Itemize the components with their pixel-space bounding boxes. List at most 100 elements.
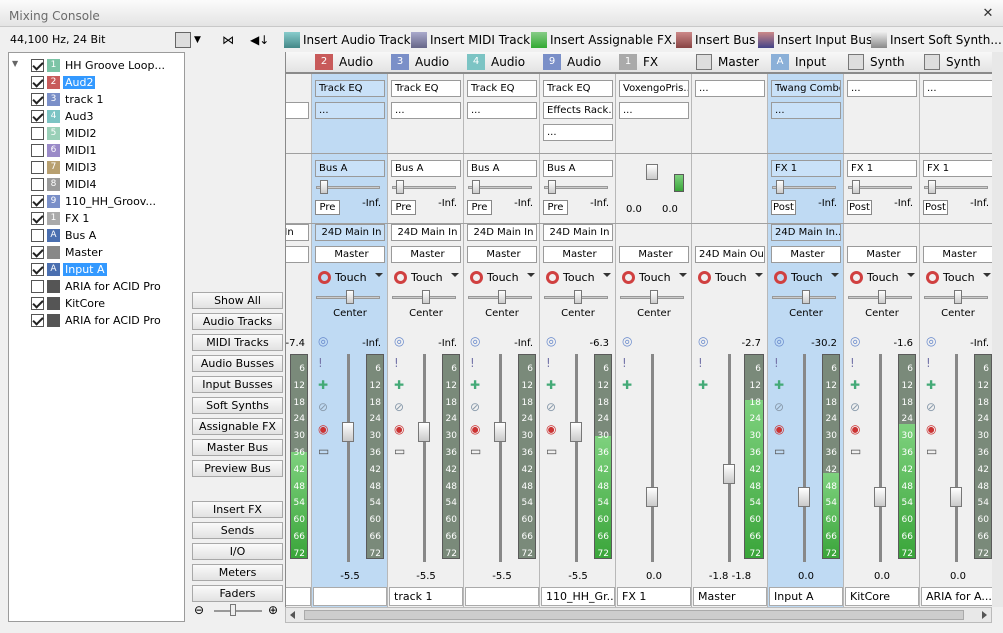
track-visible-checkbox[interactable] (31, 228, 44, 242)
send-level-slider[interactable] (544, 186, 608, 189)
input-monitor-icon[interactable]: ▭ (546, 444, 558, 458)
solo-icon[interactable]: ! (622, 356, 627, 370)
solo-icon[interactable]: ! (850, 356, 855, 370)
volume-fader[interactable] (646, 487, 658, 507)
track-visible-checkbox[interactable] (31, 143, 44, 157)
pan-knob[interactable] (802, 290, 810, 304)
insert-input-bus-button[interactable]: Insert Input Bus (758, 31, 872, 49)
channel-name-field[interactable]: ARIA for A... (921, 587, 992, 606)
filter-button[interactable]: Soft Synths (192, 397, 283, 414)
track-list-item[interactable]: 9 110_HH_Groov... (31, 193, 183, 209)
pre-post-button[interactable]: Pre (543, 200, 568, 215)
fx-slot[interactable]: ... (467, 102, 537, 119)
channel-header[interactable]: 1 FX (616, 52, 692, 74)
phase-icon[interactable]: ⊘ (926, 400, 937, 414)
track-visible-checkbox[interactable] (31, 194, 44, 208)
input-monitor-icon[interactable]: ▭ (774, 444, 786, 458)
send-bus-select[interactable]: FX 1 (847, 160, 917, 177)
volume-fader[interactable] (950, 487, 962, 507)
fx-bypass-icon[interactable]: ✚ (394, 378, 405, 392)
output-route-select[interactable]: Master (543, 246, 613, 263)
send-bus-select[interactable]: Bus A (315, 160, 385, 177)
fx-slot[interactable]: Twang Combo (771, 80, 841, 97)
pre-post-button[interactable]: Pre (391, 200, 416, 215)
fx-slot[interactable]: ... (923, 80, 992, 97)
mute-icon[interactable]: ◎ (850, 334, 861, 348)
send-level-slider[interactable] (392, 186, 456, 189)
send-level-knob[interactable] (852, 180, 860, 194)
dim-output-icon[interactable]: ◀↓ (250, 33, 270, 47)
channel-name-field[interactable]: Master (693, 587, 767, 606)
automation-mode-select[interactable]: Touch (694, 268, 766, 286)
send-level-knob[interactable] (320, 180, 328, 194)
volume-fader[interactable] (723, 464, 735, 485)
channel-header[interactable]: A Input (768, 52, 844, 74)
input-monitor-icon[interactable]: ▭ (318, 444, 330, 458)
fx-bypass-icon[interactable]: ✚ (774, 378, 785, 392)
scroll-left-icon[interactable] (290, 611, 295, 619)
fx-slot[interactable]: ... (391, 102, 461, 119)
automation-mode-select[interactable]: Touch (618, 268, 690, 286)
send-level-knob[interactable] (928, 180, 936, 194)
solo-icon[interactable]: ! (774, 356, 779, 370)
channel-header[interactable]: 3 Audio (388, 52, 464, 74)
zoom-out-icon[interactable]: ⊖ (194, 603, 205, 617)
solo-icon[interactable]: ! (698, 356, 703, 370)
output-route-select[interactable]: Master (771, 246, 841, 263)
output-route-select[interactable]: 24D Main Out (695, 246, 765, 263)
fx-slot[interactable]: Track EQ (467, 80, 537, 97)
fx-bypass-icon[interactable]: ✚ (850, 378, 861, 392)
send-level-knob[interactable] (472, 180, 480, 194)
fx-slot[interactable]: ... (543, 124, 613, 141)
track-list-item[interactable]: A Input A (31, 261, 183, 277)
channel-header[interactable]: 4 Audio (464, 52, 540, 74)
input-monitor-icon[interactable]: ▭ (850, 444, 862, 458)
input-monitor-icon[interactable]: ▭ (394, 444, 406, 458)
track-list-item[interactable]: 6 MIDI1 (31, 142, 183, 158)
send-level-knob[interactable] (776, 180, 784, 194)
send-level-slider[interactable] (924, 186, 988, 189)
pan-knob[interactable] (422, 290, 430, 304)
fx-slot[interactable]: ... (619, 102, 689, 119)
automation-mode-select[interactable]: Touch (314, 268, 386, 286)
volume-fader[interactable] (342, 422, 354, 443)
pan-knob[interactable] (574, 290, 582, 304)
filter-button[interactable]: Preview Bus (192, 460, 283, 477)
input-select[interactable]: 24D Main In (391, 224, 461, 241)
send-level-knob[interactable] (548, 180, 556, 194)
input-select[interactable]: Main In (286, 224, 309, 241)
downmix-icon[interactable]: ⋈ (222, 33, 234, 47)
tree-collapse-icon[interactable]: ▼ (12, 59, 19, 68)
view-toggle-button[interactable]: I/O (192, 543, 283, 560)
insert-soft-synth-button[interactable]: Insert Soft Synth... (871, 31, 1002, 49)
send-level-slider[interactable] (468, 186, 532, 189)
input-select[interactable]: 24D Main In (467, 224, 537, 241)
track-visible-checkbox[interactable] (31, 75, 44, 89)
phase-icon[interactable]: ⊘ (470, 400, 481, 414)
fx-bypass-icon[interactable]: ✚ (318, 378, 329, 392)
filter-button[interactable]: MIDI Tracks (192, 334, 283, 351)
track-visible-checkbox[interactable] (31, 177, 44, 191)
pre-post-button[interactable]: Post (847, 200, 872, 215)
pan-knob[interactable] (878, 290, 886, 304)
track-list-item[interactable]: 8 MIDI4 (31, 176, 183, 192)
phase-icon[interactable]: ⊘ (546, 400, 557, 414)
channel-header[interactable]: io (286, 52, 312, 74)
track-visible-checkbox[interactable] (31, 160, 44, 174)
record-arm-icon[interactable]: ◉ (546, 422, 557, 436)
send-level-slider[interactable] (848, 186, 912, 189)
filter-button[interactable]: Show All (192, 292, 283, 309)
send-bus-select[interactable]: Bus A (543, 160, 613, 177)
output-route-select[interactable]: r (286, 246, 309, 263)
volume-fader[interactable] (494, 422, 506, 443)
mute-icon[interactable]: ◎ (774, 334, 785, 348)
channel-header[interactable]: 9 Audio (540, 52, 616, 74)
solo-icon[interactable]: ! (470, 356, 475, 370)
automation-mode-select[interactable]: Touch (770, 268, 842, 286)
pre-post-button[interactable]: Pre (315, 200, 340, 215)
track-list-item[interactable]: 5 MIDI2 (31, 125, 183, 141)
fx-slot[interactable]: ck... (286, 102, 309, 119)
mute-icon[interactable]: ◎ (470, 334, 481, 348)
track-list-item[interactable]: 3 track 1 (31, 91, 183, 107)
solo-icon[interactable]: ! (926, 356, 931, 370)
